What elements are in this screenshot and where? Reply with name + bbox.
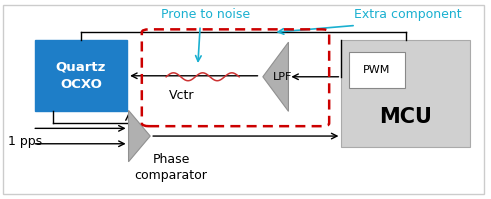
Polygon shape <box>129 110 150 162</box>
FancyBboxPatch shape <box>349 52 405 88</box>
Text: PWM: PWM <box>363 65 390 75</box>
FancyBboxPatch shape <box>341 40 470 147</box>
Text: Vctr: Vctr <box>168 89 194 102</box>
Text: 1 pps: 1 pps <box>8 136 42 148</box>
Text: LPF: LPF <box>273 72 292 82</box>
Polygon shape <box>263 42 288 111</box>
FancyBboxPatch shape <box>35 40 127 111</box>
Text: Prone to noise: Prone to noise <box>161 8 249 21</box>
Text: Phase
comparator: Phase comparator <box>135 153 208 182</box>
Text: Quartz
OCXO: Quartz OCXO <box>56 60 106 91</box>
Text: Extra component: Extra component <box>354 8 461 21</box>
Text: MCU: MCU <box>380 107 432 127</box>
